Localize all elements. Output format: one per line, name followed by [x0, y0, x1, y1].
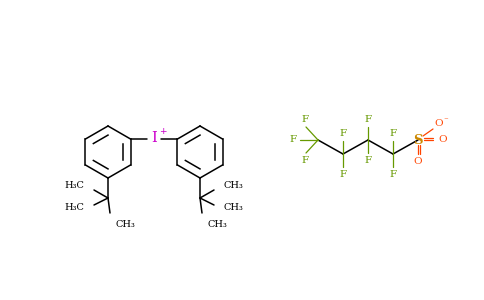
Text: O: O [439, 136, 447, 145]
Text: I: I [151, 131, 157, 145]
Text: O: O [414, 158, 423, 166]
Text: F: F [302, 156, 309, 165]
Text: F: F [302, 115, 309, 124]
Text: F: F [364, 156, 372, 165]
Text: CH₃: CH₃ [224, 203, 244, 212]
Text: F: F [390, 129, 396, 138]
Text: O: O [435, 119, 443, 128]
Text: H₃C: H₃C [64, 182, 84, 190]
Text: CH₃: CH₃ [116, 220, 136, 229]
Text: ⁻: ⁻ [444, 116, 448, 125]
Text: CH₃: CH₃ [224, 182, 244, 190]
Text: S: S [413, 134, 423, 146]
Text: F: F [390, 170, 396, 179]
Text: +: + [159, 128, 167, 136]
Text: F: F [290, 136, 297, 145]
Text: F: F [364, 115, 372, 124]
Text: CH₃: CH₃ [208, 220, 228, 229]
Text: F: F [339, 129, 347, 138]
Text: H₃C: H₃C [64, 203, 84, 212]
Text: F: F [339, 170, 347, 179]
